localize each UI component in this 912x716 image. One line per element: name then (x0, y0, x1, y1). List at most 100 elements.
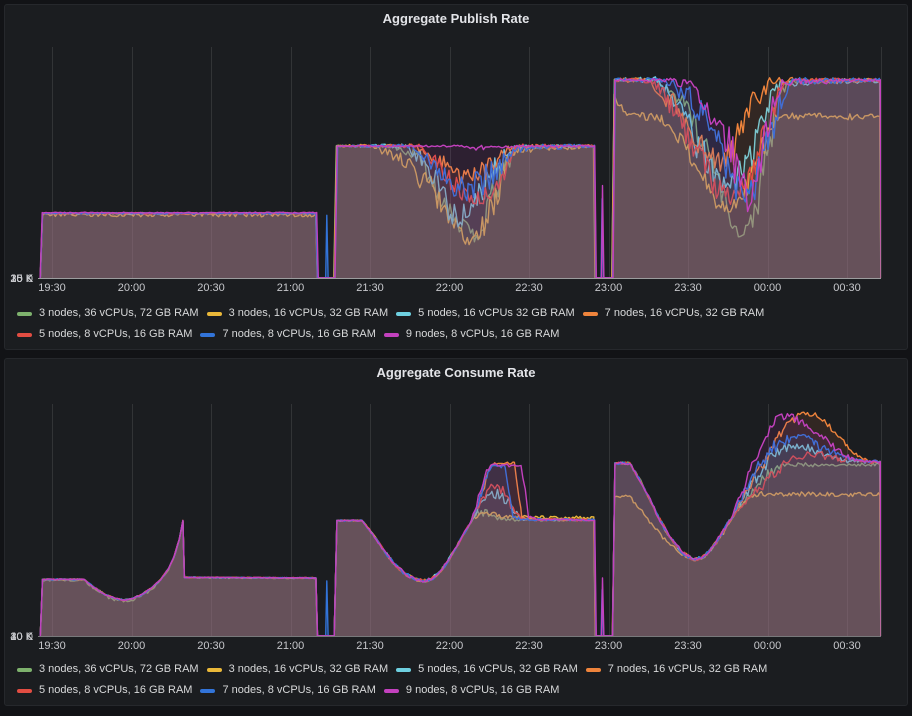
legend-swatch-icon (17, 667, 32, 672)
legend-swatch-icon (582, 311, 598, 316)
legend-item[interactable]: 5 nodes, 16 vCPUs 32 GB RAM (396, 303, 575, 324)
x-tick-label: 20:00 (118, 282, 146, 294)
legend-label: 3 nodes, 36 vCPUs, 72 GB RAM (39, 307, 199, 319)
x-tick-label: 00:30 (833, 282, 861, 294)
legend-label: 7 nodes, 16 vCPUs, 32 GB RAM (604, 307, 765, 319)
series-area-5 (40, 434, 881, 636)
y-tick-label: 40 K (10, 631, 33, 643)
legend-item[interactable]: 7 nodes, 8 vCPUs, 16 GB RAM (200, 680, 376, 701)
legend-swatch-icon (200, 688, 216, 693)
x-tick-label: 00:00 (754, 282, 782, 294)
y-tick-label: 30 K (10, 273, 33, 285)
legend-label: 3 nodes, 16 vCPUs, 32 GB RAM (228, 307, 389, 319)
x-tick-label: 20:30 (197, 640, 225, 652)
publish-rate-chart[interactable]: 05 K10 K15 K20 K25 K30 K35 K 19:30 20:00 20… (5, 33, 909, 301)
y-tick-label: 20 K (10, 273, 33, 285)
legend-item[interactable]: 3 nodes, 16 vCPUs, 32 GB RAM (206, 659, 389, 680)
x-tick-label: 21:00 (277, 282, 305, 294)
x-tick-label: 22:00 (436, 282, 464, 294)
legend-swatch-icon (396, 667, 412, 672)
series-group (39, 411, 881, 636)
x-tick-label: 22:30 (515, 640, 543, 652)
y-tick-label: 5 K (16, 273, 33, 285)
x-tick-label: 00:00 (754, 640, 782, 652)
legend-item[interactable]: 3 nodes, 36 vCPUs, 72 GB RAM (17, 659, 199, 680)
x-tick-label: 22:30 (515, 282, 543, 294)
x-tick-label: 20:30 (197, 282, 225, 294)
legend-swatch-icon (17, 688, 32, 693)
legend-label: 5 nodes, 16 vCPUs 32 GB RAM (418, 307, 575, 319)
series-line-6 (39, 77, 881, 278)
legend-item[interactable]: 9 nodes, 8 vCPUs, 16 GB RAM (383, 324, 560, 345)
x-tick-label: 21:30 (356, 640, 384, 652)
legend-label: 9 nodes, 8 vCPUs, 16 GB RAM (405, 684, 560, 696)
x-tick-label: 21:30 (356, 282, 384, 294)
legend-label: 5 nodes, 16 vCPUs, 32 GB RAM (418, 663, 578, 675)
legend-swatch-icon (206, 311, 222, 316)
series-area-3 (40, 412, 881, 636)
series-area-3 (40, 77, 881, 278)
legend-swatch-icon (585, 667, 601, 672)
panel-aggregate-consume-rate: Aggregate Consume Rate 0 10 K 20 K 30 K 40 K… (4, 358, 908, 706)
axes: 05 K10 K15 K20 K25 K30 K35 K 19:30 20:00 20… (10, 273, 860, 294)
series-area-0 (40, 462, 881, 636)
y-tick-label: 0 (27, 631, 33, 643)
legend-label: 3 nodes, 36 vCPUs, 72 GB RAM (39, 663, 199, 675)
series-area-6 (40, 413, 881, 636)
legend-label: 7 nodes, 16 vCPUs, 32 GB RAM (607, 663, 768, 675)
legend-swatch-icon (17, 332, 32, 337)
series-area-5 (40, 77, 881, 278)
series-area-1 (40, 491, 881, 636)
legend-item[interactable]: 5 nodes, 8 vCPUs, 16 GB RAM (17, 680, 192, 701)
legend-item[interactable]: 5 nodes, 16 vCPUs, 32 GB RAM (396, 659, 578, 680)
panel-title-consume[interactable]: Aggregate Consume Rate (376, 365, 536, 380)
legend-label: 3 nodes, 16 vCPUs, 32 GB RAM (228, 663, 389, 675)
series-line-6 (39, 412, 881, 636)
x-tick-label: 19:30 (38, 640, 66, 652)
y-tick-label: 35 K (10, 273, 33, 285)
legend-item[interactable]: 7 nodes, 16 vCPUs, 32 GB RAM (582, 303, 765, 324)
y-tick-label: 20 K (10, 631, 33, 643)
y-tick-label: 25 K (10, 273, 33, 285)
legend-swatch-icon (383, 688, 399, 693)
axes: 010 K20 K30 K40 K 19:30 20:00 20:30 21:00 21:… (10, 631, 860, 652)
series-area-6 (40, 78, 881, 278)
legend-item[interactable]: 7 nodes, 16 vCPUs, 32 GB RAM (585, 659, 768, 680)
legend-label: 7 nodes, 8 vCPUs, 16 GB RAM (222, 684, 376, 696)
x-tick-label: 00:30 (833, 640, 861, 652)
series-area-4 (40, 78, 881, 278)
series-area-4 (40, 451, 881, 636)
legend-swatch-icon (17, 311, 32, 316)
legend-item[interactable]: 3 nodes, 16 vCPUs, 32 GB RAM (206, 303, 389, 324)
legend-item[interactable]: 5 nodes, 8 vCPUs, 16 GB RAM (17, 324, 192, 345)
x-tick-label: 21:00 (277, 640, 305, 652)
legend-item[interactable]: 7 nodes, 8 vCPUs, 16 GB RAM (200, 324, 376, 345)
consume-rate-chart[interactable]: 010 K20 K30 K40 K 19:30 20:00 20:30 21:00 21:… (5, 387, 909, 657)
x-tick-label: 23:00 (595, 282, 623, 294)
consume-rate-legend: 3 nodes, 36 vCPUs, 72 GB RAM 3 nodes, 16 … (5, 657, 907, 705)
grid (38, 47, 882, 279)
legend-label: 9 nodes, 8 vCPUs, 16 GB RAM (405, 328, 560, 340)
legend-swatch-icon (206, 667, 222, 672)
series-area-1 (40, 94, 881, 278)
x-tick-label: 23:30 (674, 282, 702, 294)
y-tick-label: 15 K (10, 273, 33, 285)
legend-swatch-icon (396, 311, 412, 316)
legend-item[interactable]: 9 nodes, 8 vCPUs, 16 GB RAM (383, 680, 560, 701)
x-tick-label: 22:00 (436, 640, 464, 652)
publish-rate-legend: 3 nodes, 36 vCPUs, 72 GB RAM 3 nodes, 16 … (5, 301, 907, 349)
panel-title-publish[interactable]: Aggregate Publish Rate (382, 11, 530, 26)
legend-label: 7 nodes, 8 vCPUs, 16 GB RAM (222, 328, 376, 340)
series-group (39, 76, 881, 278)
y-tick-label: 0 (27, 273, 33, 285)
legend-item[interactable]: 3 nodes, 36 vCPUs, 72 GB RAM (17, 303, 199, 324)
grid (38, 404, 882, 637)
legend-label: 5 nodes, 8 vCPUs, 16 GB RAM (39, 328, 193, 340)
series-area-2 (40, 76, 881, 278)
x-tick-label: 23:00 (595, 640, 623, 652)
y-tick-label: 10 K (10, 631, 33, 643)
y-tick-label: 10 K (10, 273, 33, 285)
legend-label: 5 nodes, 8 vCPUs, 16 GB RAM (39, 684, 193, 696)
